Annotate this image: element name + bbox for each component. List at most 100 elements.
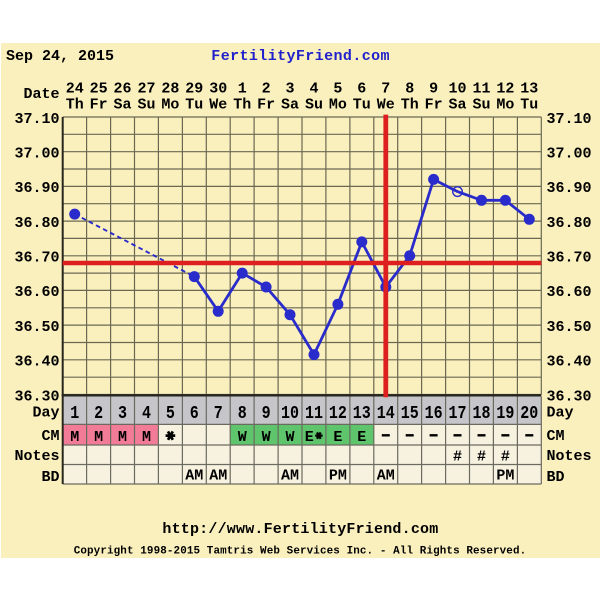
- svg-text:E: E: [357, 429, 366, 446]
- svg-text:9: 9: [262, 403, 271, 424]
- svg-text:We: We: [377, 97, 395, 114]
- svg-text:Tu: Tu: [520, 97, 538, 114]
- svg-text:AM: AM: [281, 468, 299, 485]
- svg-text:37.10: 37.10: [547, 111, 592, 128]
- svg-text:8: 8: [405, 80, 414, 97]
- svg-text:W: W: [285, 429, 294, 446]
- svg-text:Sa: Sa: [448, 97, 466, 114]
- svg-text:10: 10: [448, 80, 466, 97]
- svg-text:Fr: Fr: [90, 97, 108, 114]
- svg-text:36.40: 36.40: [547, 354, 592, 371]
- svg-text:W: W: [238, 429, 247, 446]
- svg-text:W: W: [262, 429, 271, 446]
- svg-text:Th: Th: [66, 97, 84, 114]
- svg-text:http://www.FertilityFriend.com: http://www.FertilityFriend.com: [162, 521, 438, 538]
- svg-text:Sa: Sa: [113, 97, 131, 114]
- svg-text:Notes: Notes: [14, 448, 59, 465]
- svg-text:CM: CM: [547, 428, 565, 445]
- svg-text:36.40: 36.40: [14, 354, 59, 371]
- svg-text:E: E: [305, 429, 314, 446]
- svg-text:14: 14: [377, 403, 395, 424]
- svg-text:36.60: 36.60: [14, 284, 59, 301]
- svg-text:29: 29: [185, 80, 203, 97]
- svg-text:37.00: 37.00: [14, 146, 59, 163]
- svg-text:5: 5: [333, 80, 342, 97]
- svg-text:15: 15: [401, 403, 419, 424]
- svg-text:19: 19: [496, 403, 514, 424]
- svg-text:Copyright 1998-2015 Tamtris We: Copyright 1998-2015 Tamtris Web Services…: [74, 546, 527, 558]
- svg-text:BD: BD: [547, 469, 565, 486]
- svg-text:36.30: 36.30: [547, 388, 592, 405]
- svg-text:36.50: 36.50: [14, 319, 59, 336]
- svg-text:E: E: [333, 429, 342, 446]
- svg-text:Sep 24, 2015: Sep 24, 2015: [6, 48, 114, 65]
- svg-text:3: 3: [118, 403, 127, 424]
- svg-text:Su: Su: [305, 97, 323, 114]
- svg-text:Fr: Fr: [257, 97, 275, 114]
- svg-text:36.60: 36.60: [547, 284, 592, 301]
- svg-text:36.80: 36.80: [547, 215, 592, 232]
- svg-text:13: 13: [520, 80, 538, 97]
- svg-text:13: 13: [353, 403, 371, 424]
- svg-text:37.10: 37.10: [14, 111, 59, 128]
- svg-text:Su: Su: [137, 97, 155, 114]
- svg-text:Day: Day: [547, 405, 574, 422]
- svg-text:Mo: Mo: [329, 97, 347, 114]
- svg-text:9: 9: [429, 80, 438, 97]
- svg-text:6: 6: [190, 403, 199, 424]
- svg-text:36.90: 36.90: [547, 180, 592, 197]
- svg-text:Notes: Notes: [547, 448, 592, 465]
- svg-text:36.70: 36.70: [547, 250, 592, 267]
- svg-text:26: 26: [113, 80, 131, 97]
- svg-text:37.00: 37.00: [547, 146, 592, 163]
- svg-text:7: 7: [381, 80, 390, 97]
- svg-text:#: #: [477, 448, 486, 465]
- svg-text:24: 24: [66, 80, 84, 97]
- svg-text:17: 17: [449, 403, 467, 424]
- svg-text:1: 1: [238, 80, 247, 97]
- svg-text:Tu: Tu: [353, 97, 371, 114]
- svg-text:PM: PM: [496, 468, 514, 485]
- svg-text:#: #: [453, 448, 462, 465]
- svg-text:Th: Th: [401, 97, 419, 114]
- svg-text:11: 11: [472, 80, 490, 97]
- svg-text:FertilityFriend.com: FertilityFriend.com: [211, 48, 390, 65]
- svg-text:10: 10: [281, 403, 299, 424]
- svg-text:28: 28: [161, 80, 179, 97]
- svg-text:AM: AM: [377, 468, 395, 485]
- svg-text:M: M: [142, 429, 151, 446]
- svg-text:Su: Su: [472, 97, 490, 114]
- svg-text:#: #: [501, 448, 510, 465]
- svg-text:Mo: Mo: [161, 97, 179, 114]
- svg-text:36.30: 36.30: [14, 388, 59, 405]
- svg-text:36.90: 36.90: [14, 180, 59, 197]
- svg-text:30: 30: [209, 80, 227, 97]
- svg-text:M: M: [118, 429, 127, 446]
- svg-text:16: 16: [425, 403, 443, 424]
- svg-text:2: 2: [94, 403, 103, 424]
- svg-text:Sa: Sa: [281, 97, 299, 114]
- svg-text:Tu: Tu: [185, 97, 203, 114]
- svg-text:20: 20: [520, 403, 538, 424]
- svg-text:36.80: 36.80: [14, 215, 59, 232]
- svg-text:CM: CM: [41, 428, 59, 445]
- svg-text:2: 2: [262, 80, 271, 97]
- svg-text:7: 7: [214, 403, 223, 424]
- svg-text:Date: Date: [23, 86, 59, 103]
- svg-text:18: 18: [473, 403, 491, 424]
- svg-text:Th: Th: [233, 97, 251, 114]
- svg-text:Day: Day: [32, 405, 59, 422]
- svg-text:36.50: 36.50: [547, 319, 592, 336]
- svg-text:PM: PM: [329, 468, 347, 485]
- svg-text:AM: AM: [209, 468, 227, 485]
- svg-text:Fr: Fr: [425, 97, 443, 114]
- svg-text:M: M: [70, 429, 79, 446]
- svg-text:8: 8: [238, 403, 247, 424]
- svg-text:27: 27: [137, 80, 155, 97]
- svg-text:3: 3: [285, 80, 294, 97]
- svg-text:4: 4: [309, 80, 318, 97]
- svg-text:12: 12: [496, 80, 514, 97]
- svg-text:12: 12: [329, 403, 347, 424]
- svg-text:11: 11: [305, 403, 323, 424]
- svg-text:M: M: [94, 429, 103, 446]
